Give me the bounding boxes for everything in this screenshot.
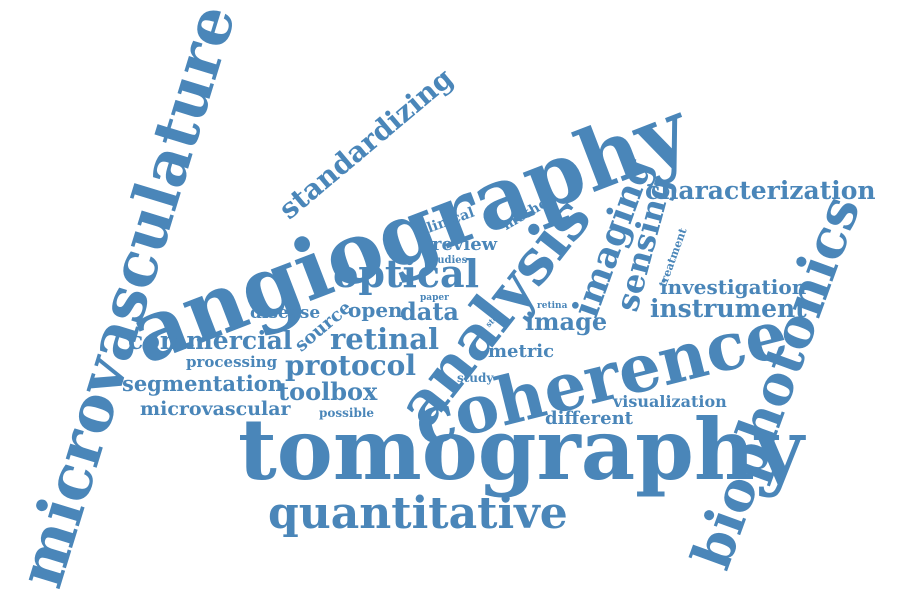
- word-quantitative: quantitative: [268, 488, 568, 539]
- word-possible: possible: [319, 406, 375, 420]
- word-instrument: instrument: [650, 294, 807, 323]
- word-microvascular: microvascular: [140, 398, 291, 420]
- word-retina: retina: [537, 301, 568, 311]
- word-optical: optical: [333, 251, 480, 296]
- word-study: study: [457, 371, 494, 385]
- word-review: review: [432, 234, 498, 255]
- word-commercial: commercial: [128, 326, 293, 355]
- word-disease: disease: [250, 303, 321, 323]
- word-paper: paper: [420, 293, 449, 303]
- word-metric: metric: [488, 341, 555, 362]
- word-characterization: characterization: [645, 176, 876, 205]
- word-data: data: [400, 297, 459, 326]
- word-studies: studies: [427, 255, 468, 266]
- word-segmentation: segmentation: [122, 371, 283, 396]
- word-tomography: tomography: [238, 400, 804, 499]
- word-toolbox: toolbox: [278, 377, 378, 406]
- word-protocol: protocol: [285, 349, 416, 382]
- word-visualization: visualization: [613, 392, 727, 411]
- word-different: different: [545, 408, 633, 429]
- word-retinal: retinal: [330, 322, 440, 356]
- word-processing: processing: [186, 353, 278, 371]
- word-open: open: [348, 298, 403, 322]
- word-image: image: [525, 307, 608, 336]
- word-investigation: investigation: [660, 275, 807, 299]
